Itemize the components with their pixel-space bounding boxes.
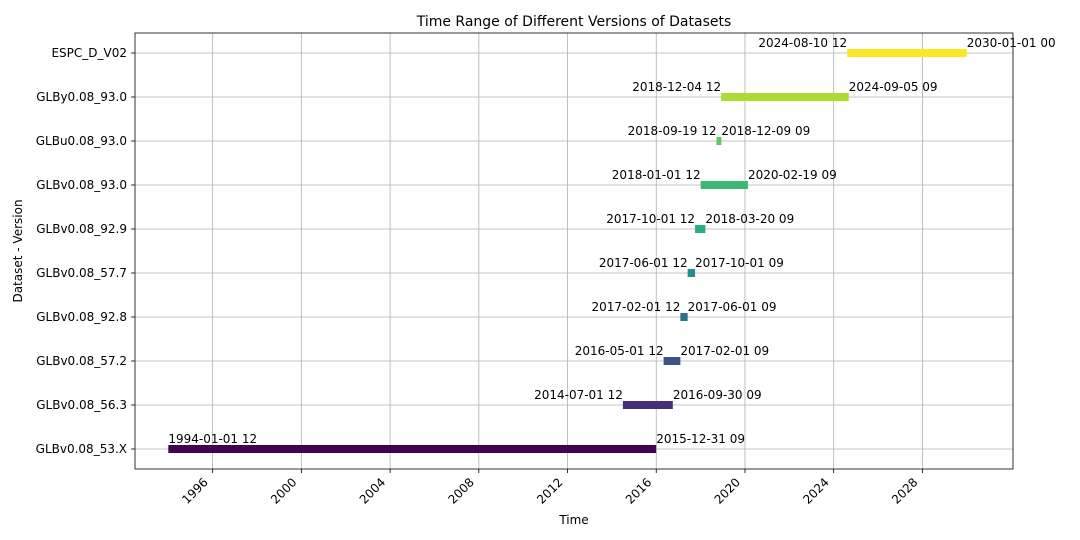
bar-start-label: 2017-02-01 12 (592, 300, 681, 314)
range-bar (168, 445, 657, 453)
y-tick-label: GLBv0.08_53.X (36, 442, 127, 456)
y-tick-label: GLBv0.08_57.7 (36, 266, 127, 280)
range-bar (687, 269, 696, 277)
range-bar (680, 313, 688, 321)
range-bar (695, 225, 706, 233)
y-tick-label: ESPC_D_V02 (51, 46, 127, 60)
bar-start-label: 1994-01-01 12 (168, 432, 257, 446)
bar-end-label: 2017-06-01 09 (688, 300, 777, 314)
y-tick-label: GLBv0.08_56.3 (36, 398, 127, 412)
bar-labels: 1994-01-01 12 2015-12-31 09 2014-07-01 12 2… (168, 36, 1055, 446)
y-tick-label: GLBv0.08_92.8 (36, 310, 127, 324)
x-axis-label: Time (558, 513, 588, 527)
bar-start-label: 2016-05-01 12 (575, 344, 664, 358)
bar-end-label: 2018-03-20 09 (705, 212, 794, 226)
y-tick-label: GLBv0.08_57.2 (36, 354, 127, 368)
range-bars (168, 49, 967, 453)
bar-start-label: 2017-10-01 12 (606, 212, 695, 226)
bar-start-label: 2018-01-01 12 (612, 168, 701, 182)
bar-end-label: 2020-02-19 09 (748, 168, 837, 182)
range-bar (721, 93, 849, 101)
plot-frame (134, 32, 1014, 470)
bar-end-label: 2018-12-09 09 (721, 124, 810, 138)
bar-start-label: 2017-06-01 12 (599, 256, 688, 270)
range-bar (847, 49, 967, 57)
bar-end-label: 2015-12-31 09 (656, 432, 745, 446)
bar-start-label: 2024-08-10 12 (758, 36, 847, 50)
y-axis-ticks: GLBv0.08_53.X GLBv0.08_56.3 GLBv0.08_57.2 G… (36, 46, 135, 456)
range-bar (700, 181, 748, 189)
bar-start-label: 2014-07-01 12 (534, 388, 623, 402)
range-bar (663, 357, 681, 365)
range-bar (716, 137, 722, 145)
bar-end-label: 2017-02-01 09 (680, 344, 769, 358)
bar-end-label: 2017-10-01 09 (695, 256, 784, 270)
y-axis-label: Dataset - Version (11, 199, 25, 302)
y-tick-label: GLBy0.08_93.0 (36, 90, 127, 104)
y-tick-label: GLBv0.08_93.0 (36, 178, 127, 192)
chart-title: Time Range of Different Versions of Data… (416, 14, 732, 30)
y-tick-label: GLBv0.08_92.9 (36, 222, 127, 236)
bar-start-label: 2018-09-19 12 (628, 124, 717, 138)
range-bar (622, 401, 673, 409)
bar-end-label: 2030-01-01 00 (967, 36, 1056, 50)
y-tick-label: GLBu0.08_93.0 (36, 134, 127, 148)
bar-start-label: 2018-12-04 12 (632, 80, 721, 94)
bar-end-label: 2024-09-05 09 (849, 80, 938, 94)
bar-end-label: 2016-09-30 09 (673, 388, 762, 402)
